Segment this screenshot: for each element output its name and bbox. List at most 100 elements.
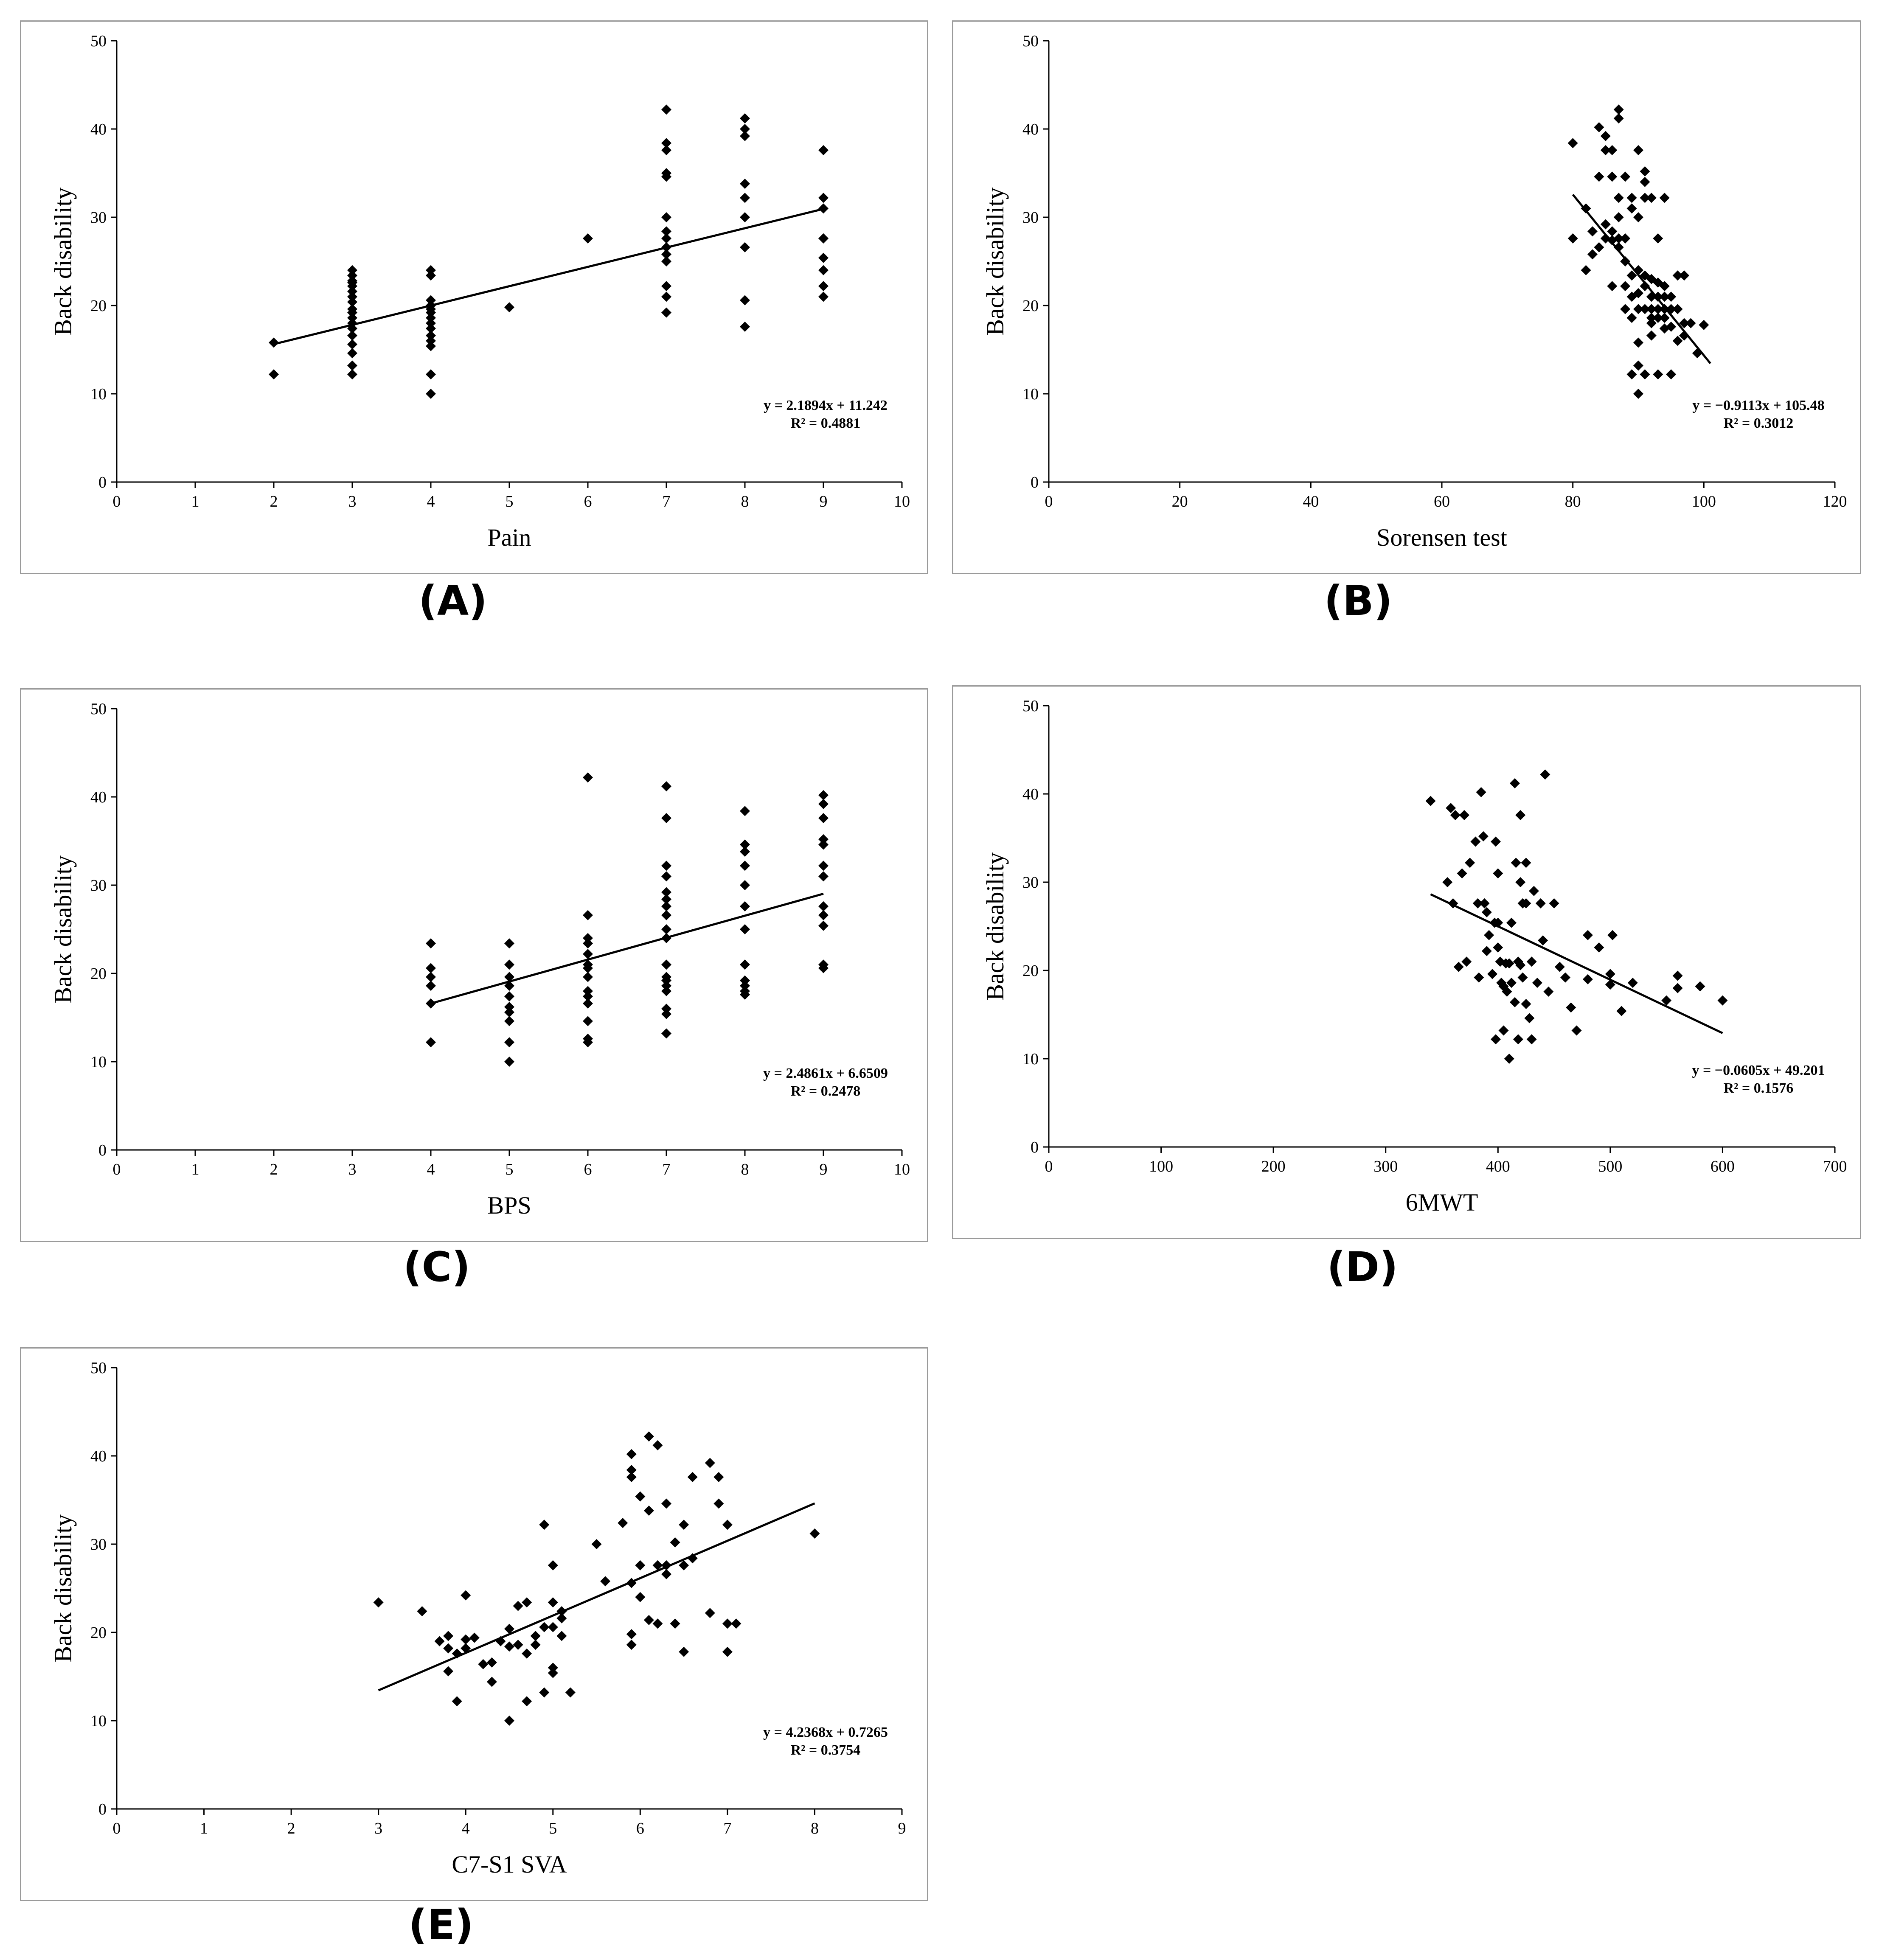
data-point [1626,369,1637,380]
y-tick-label: 50 [1022,697,1039,715]
data-point [1653,292,1663,302]
data-point [1582,974,1593,984]
data-point [661,1009,671,1019]
data-point [461,1590,471,1601]
data-point [1633,337,1643,348]
data-point [661,894,671,905]
data-point [1594,242,1604,252]
y-axis-title: Back disability [981,187,1009,336]
data-point [1620,256,1631,266]
data-point [1502,986,1512,997]
data-point [426,972,436,982]
data-point [740,989,750,1000]
x-tick-label: 6 [584,493,592,510]
data-point [1567,138,1578,149]
data-point [443,1631,454,1641]
data-point [1607,281,1618,292]
data-point [661,256,671,266]
data-point [626,1640,637,1650]
data-point [443,1643,454,1654]
y-axis-title: Back disability [49,1514,77,1663]
data-point [583,998,593,1009]
data-point [1549,898,1559,908]
data-point [1472,898,1483,908]
data-point [583,991,593,1002]
data-point [661,959,671,970]
y-tick-label: 50 [1022,32,1039,50]
data-point [426,1037,436,1048]
data-point [583,972,593,982]
data-point [1509,997,1520,1007]
data-point [1695,981,1705,992]
trendline-equation: y = 2.1894x + 11.242 [764,398,888,413]
data-point [1442,877,1453,887]
data-point [1646,318,1657,328]
data-point [469,1632,480,1643]
data-point [687,1472,698,1482]
data-point [1479,898,1490,908]
data-point [740,178,750,189]
data-point [1474,972,1484,983]
data-point [661,104,671,115]
trendline-equation: y = −0.0605x + 49.201 [1692,1063,1825,1078]
data-point [626,1629,637,1640]
x-tick-label: 5 [506,493,514,510]
x-tick-label: 10 [894,493,910,510]
data-point [426,369,436,380]
data-point [1620,304,1631,314]
x-axis-title: 6MWT [1406,1189,1478,1216]
data-point [1613,193,1624,203]
x-tick-label: 3 [348,1161,357,1178]
x-tick-label: 300 [1373,1158,1398,1175]
x-tick-label: 40 [1303,493,1319,510]
data-point [740,321,750,332]
data-point [1646,330,1657,341]
data-point [1679,318,1690,328]
data-point [1620,171,1631,182]
data-point [1659,323,1670,334]
data-point [1646,193,1657,203]
x-tick-label: 120 [1823,493,1847,510]
data-point [1613,104,1624,115]
data-point [643,1505,654,1516]
y-tick-label: 40 [90,121,107,138]
data-point [583,1016,593,1026]
y-tick-label: 30 [90,1536,107,1553]
data-point [347,330,357,341]
data-point [1517,972,1528,983]
data-point [1672,304,1683,314]
data-point [1470,836,1481,847]
data-point [1633,304,1643,314]
panel-b-chart: 0 10 20 30 40 50 0 20 40 60 80 100 120 Sorensen test B… [952,20,1861,574]
y-tick-label: 50 [90,32,107,50]
data-point [679,1646,689,1657]
data-point [513,1640,523,1650]
data-point [539,1622,550,1632]
data-point [1487,969,1498,979]
data-point [1446,803,1456,813]
x-tick-label: 1 [191,493,199,510]
y-tick-label: 50 [90,700,107,718]
data-point [1524,1013,1535,1023]
data-point [347,297,357,307]
data-point [1509,778,1520,789]
x-axis-title: Pain [487,524,531,551]
data-point [504,938,514,949]
data-point [504,1716,514,1726]
data-point [818,790,829,800]
data-point [530,1631,541,1641]
y-tick-label: 30 [90,209,107,227]
data-point [1679,270,1690,281]
data-point [1607,226,1618,237]
data-point [1490,836,1501,847]
data-point [504,1641,514,1652]
data-point [818,963,829,973]
panel-e-chart: 0 10 20 30 40 50 0 1 2 3 4 5 6 7 8 9 C7-S1 SVA Back disab… [20,1347,928,1901]
y-tick-label: 30 [1022,874,1039,892]
data-point [1581,203,1591,214]
x-tick-label: 9 [820,1161,828,1178]
trendline [273,207,824,345]
data-point [670,1537,680,1548]
data-point [661,307,671,318]
x-tick-label: 9 [820,493,828,510]
